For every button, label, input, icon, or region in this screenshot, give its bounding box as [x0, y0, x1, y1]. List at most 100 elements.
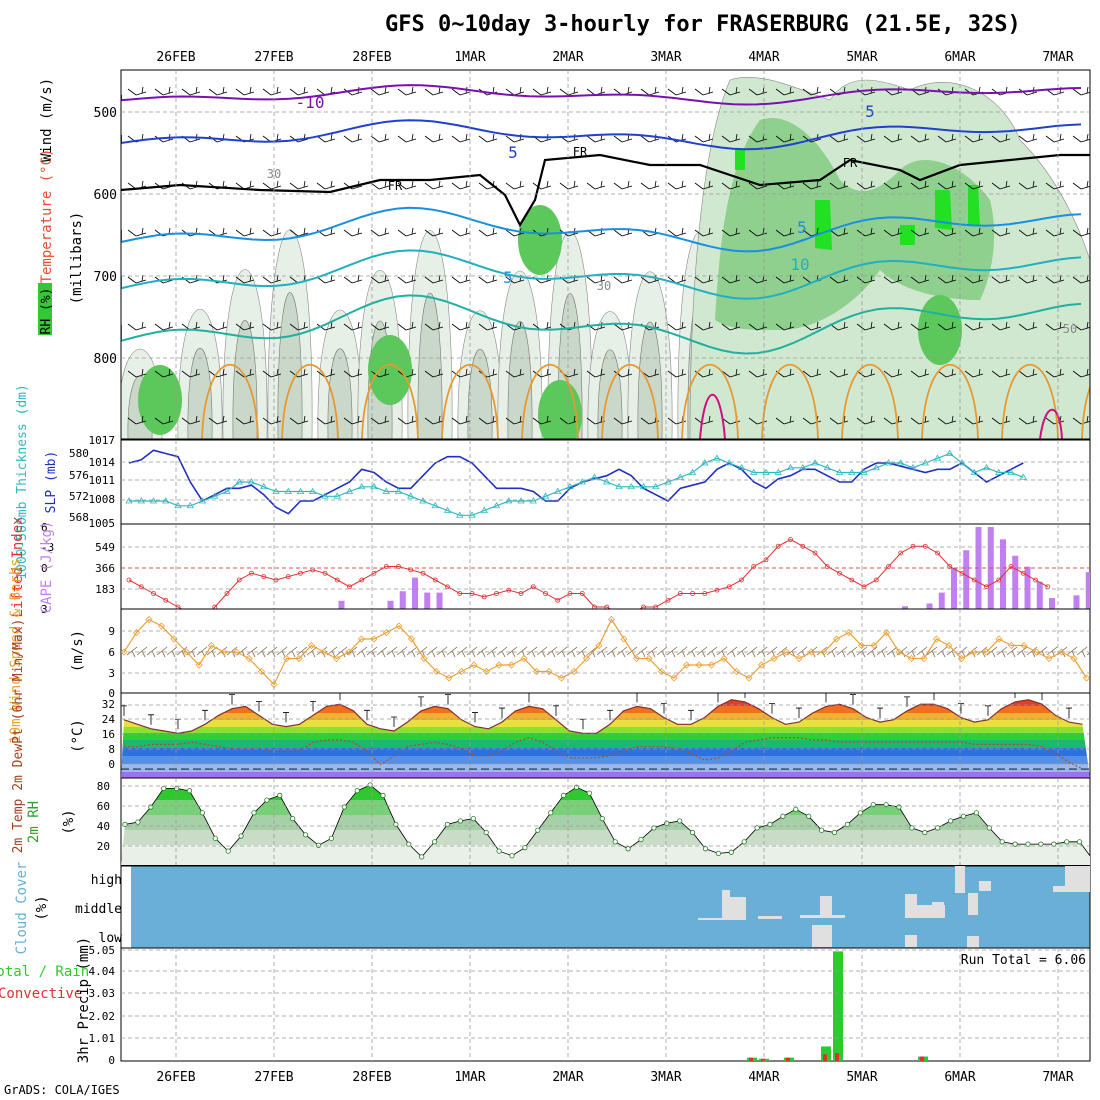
y-tick-label: 366 — [95, 562, 115, 575]
y-tick-label: 549 — [95, 541, 115, 554]
lifted-marker — [617, 612, 621, 616]
wind-barb-10m — [436, 646, 448, 658]
wind-barb — [856, 415, 876, 425]
y-tick-label: 4.04 — [89, 965, 116, 978]
wind-barb — [1045, 180, 1065, 190]
wind-barb — [127, 415, 147, 425]
minmax-bar — [607, 709, 613, 721]
rh-plume — [417, 293, 443, 439]
wind-speed-marker — [482, 667, 491, 676]
wind-barb-10m — [1086, 652, 1090, 656]
wind-barb — [208, 86, 228, 96]
y-tick-label: 2.02 — [89, 1010, 116, 1023]
lifted-marker — [1020, 570, 1026, 576]
wind-barb — [127, 368, 147, 378]
temp-contour-hot — [699, 393, 1063, 439]
wind-barb — [451, 227, 471, 237]
contour-label: 5 — [503, 268, 513, 287]
rh-high — [538, 380, 582, 439]
rh-plume — [467, 349, 493, 439]
lifted-marker — [322, 570, 328, 576]
wind-barb — [856, 227, 876, 237]
wind-barb — [667, 86, 687, 96]
cloud-bar — [932, 902, 944, 918]
wind-barb — [721, 368, 741, 378]
thickness-marker — [995, 468, 1003, 475]
wind-barb — [235, 321, 255, 331]
y-tick-label: 0 — [108, 687, 115, 700]
cloud-level-label: middle — [75, 902, 122, 917]
rh-marker — [612, 839, 618, 845]
contour-label: 50 — [1063, 322, 1077, 336]
left-axis-labels: Wind (m/s)Temperature (°C) RH (%) (milliba… — [0, 78, 92, 1063]
wind-barb — [370, 86, 390, 96]
rh-marker — [560, 792, 567, 799]
wind-barb — [910, 227, 930, 237]
wind-speed-marker — [257, 667, 266, 676]
wind-barb-10m — [1016, 646, 1028, 658]
y-tick-label: 5.05 — [89, 944, 116, 957]
wind-speed-marker — [557, 674, 566, 682]
rh-plume — [327, 348, 353, 439]
thickness-marker — [725, 459, 733, 466]
wind-barb — [964, 321, 984, 331]
wind-barb — [127, 321, 147, 331]
cloud-bar — [968, 893, 978, 915]
lifted-marker — [567, 591, 573, 596]
wind-speed-marker — [907, 654, 916, 663]
date-label-bottom: 1MAR — [454, 1070, 485, 1085]
thickness-marker — [688, 468, 697, 475]
minmax-bar — [1066, 707, 1072, 719]
thickness-marker — [970, 468, 978, 475]
thickness-marker — [296, 487, 305, 494]
wind-barb — [613, 368, 633, 378]
lifted-marker — [285, 574, 291, 580]
thickness-marker — [713, 454, 721, 461]
slp-content — [125, 449, 1027, 518]
date-label-bottom: 28FEB — [352, 1070, 391, 1085]
wind-barb — [397, 321, 417, 331]
wind-barb — [964, 133, 984, 143]
wind-barb — [694, 86, 714, 96]
date-label-top: 28FEB — [352, 50, 391, 65]
rh-marker — [586, 790, 593, 796]
y-tick-label: 1005 — [89, 517, 116, 530]
cloud-level-label: low — [99, 931, 123, 946]
lifted-marker — [383, 564, 389, 569]
rh-marker — [302, 832, 309, 838]
wind-speed-marker — [495, 661, 503, 669]
rh-marker — [212, 835, 218, 841]
wind-barb-10m — [686, 646, 698, 658]
wind-speed-marker — [720, 654, 728, 663]
wind-speed-marker — [832, 635, 841, 643]
contour-label: 5 — [508, 143, 518, 162]
wind-speed-marker — [320, 648, 328, 656]
wind-barb — [910, 415, 930, 425]
thickness-marker — [345, 487, 354, 494]
wind-barb — [1072, 133, 1090, 143]
wind-speed-marker — [345, 648, 353, 656]
wind-barb — [1018, 133, 1038, 143]
contour-label: 5 — [797, 218, 807, 237]
wind-speed-marker — [582, 654, 591, 663]
y-tick-label: -3 — [41, 541, 54, 554]
freezing-level — [121, 153, 1090, 228]
wind-barb — [991, 368, 1011, 378]
dewpoint-line — [124, 737, 1083, 770]
lifted-marker — [922, 543, 928, 549]
minmax-bar — [283, 712, 289, 723]
wind-barb — [964, 274, 984, 284]
date-label-top: 6MAR — [944, 50, 975, 65]
y-tick-label: 183 — [95, 583, 115, 596]
thickness-marker — [272, 487, 280, 494]
run-total: Run Total = 6.06 — [961, 953, 1086, 968]
wind-speed-marker — [332, 654, 341, 663]
lifted-marker — [604, 604, 610, 609]
lifted-marker — [261, 574, 267, 580]
wind-barb — [262, 86, 282, 96]
wind-speed-marker — [620, 635, 628, 643]
wind-speed-marker — [195, 661, 203, 669]
contour-label: FR — [843, 156, 858, 170]
lifted-marker — [212, 604, 218, 609]
rh-marker — [754, 825, 760, 831]
